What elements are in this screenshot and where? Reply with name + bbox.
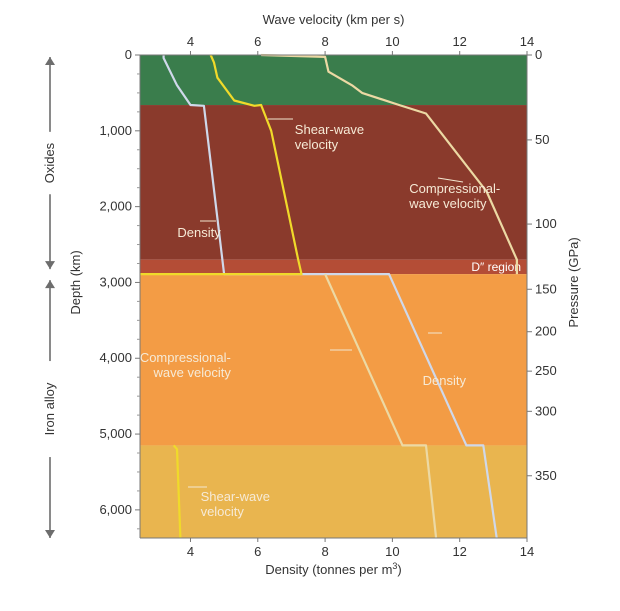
annotation-density-core-label: Density	[423, 373, 467, 388]
left-axis-tick-label: 4,000	[99, 350, 132, 365]
annotation-line: Density	[423, 373, 467, 388]
top-axis-tick-label: 12	[452, 34, 466, 49]
annotation-line: wave velocity	[408, 196, 487, 211]
left-axis-tick-label: 3,000	[99, 274, 132, 289]
top-axis-tick-label: 8	[321, 34, 328, 49]
left-axis-tick-label: 5,000	[99, 426, 132, 441]
profile-lines	[140, 53, 518, 539]
annotation-line: Compressional-	[140, 350, 231, 365]
left-axis-tick-label: 0	[125, 47, 132, 62]
layer-d-double-prime	[140, 259, 527, 275]
series-line-vp-mantle	[261, 53, 518, 275]
annotation-vp-core-label: Compressional-wave velocity	[140, 350, 232, 380]
right-axis-tick-label: 0	[535, 47, 542, 62]
left-axis-label: Depth (km)	[68, 250, 83, 314]
right-axis-tick-label: 100	[535, 216, 557, 231]
label-leaders	[188, 118, 464, 488]
bottom-axis-tick-label: 12	[452, 544, 466, 559]
right-axis-label: Pressure (GPa)	[566, 237, 581, 327]
series-line-density-mantle	[162, 55, 498, 539]
axes: 4 6 8 10 12 14 Wave velocity (km per s) 4 6 8 10 12…	[68, 12, 581, 577]
bottom-axis-label-sup: 3	[392, 561, 397, 571]
arrow-up-icon	[45, 280, 55, 289]
layer-outer-core	[140, 274, 527, 446]
right-axis-tick-label: 250	[535, 363, 557, 378]
annotation-line: wave velocity	[153, 365, 232, 380]
series-line-vs-mantle	[140, 54, 303, 276]
series-line-vp-core	[324, 273, 438, 539]
arrow-up-icon	[45, 57, 55, 65]
top-axis-tick-label: 4	[187, 34, 194, 49]
bottom-axis-tick-label: 4	[187, 544, 194, 559]
arrow-down-icon	[45, 261, 55, 270]
right-axis-tick-label: 200	[535, 324, 557, 339]
top-axis-tick-label: 14	[520, 34, 534, 49]
annotation-line: Compressional-	[409, 181, 500, 196]
annotation-line: velocity	[201, 504, 245, 519]
layer-label-d-double-prime: D″ region	[471, 260, 521, 274]
left-axis-tick-label: 6,000	[99, 502, 132, 517]
annotation-density-label: Density	[177, 225, 221, 240]
right-axis-tick-label: 350	[535, 468, 557, 483]
side-label-bg	[41, 131, 59, 195]
bottom-axis-tick-label: 8	[321, 544, 328, 559]
right-axis-tick-label: 150	[535, 281, 557, 296]
annotation-vs-core-label: Shear-wave velocity	[201, 489, 270, 519]
top-axis-label: Wave velocity (km per s)	[263, 12, 405, 27]
side-label-iron-alloy: Iron alloy	[42, 382, 57, 435]
layer-crust-mantle-upper	[140, 55, 527, 106]
side-brackets: Oxides Iron alloy	[41, 57, 59, 538]
annotation-line: Shear-wave	[201, 489, 270, 504]
bottom-axis-tick-label: 10	[385, 544, 399, 559]
annotation-vs-label: Shear-wave velocity	[295, 122, 364, 152]
right-axis-tick-label: 300	[535, 403, 557, 418]
side-label-bg	[41, 361, 59, 458]
bottom-axis-tick-label: 6	[254, 544, 261, 559]
series-line-vs-core	[172, 444, 182, 539]
left-axis-tick-label: 1,000	[99, 123, 132, 138]
bottom-axis-label: Density (tonnes per m3)	[265, 561, 402, 577]
side-label-oxides: Oxides	[42, 142, 57, 183]
annotation-line: Density	[177, 225, 221, 240]
leader-line	[437, 177, 464, 183]
layer-inner-core	[140, 445, 527, 538]
bottom-axis-label-end: )	[397, 562, 401, 577]
bottom-axis-label-main: Density (tonnes per m	[265, 562, 392, 577]
top-axis-tick-label: 10	[385, 34, 399, 49]
arrow-down-icon	[45, 530, 55, 538]
annotation-vp-label: Compressional-wave velocity	[408, 181, 500, 211]
left-axis-tick-label: 2,000	[99, 199, 132, 214]
bottom-axis-tick-label: 14	[520, 544, 534, 559]
annotation-line: Shear-wave	[295, 122, 364, 137]
right-axis-tick-label: 50	[535, 132, 549, 147]
annotation-line: velocity	[295, 137, 339, 152]
top-axis-tick-label: 6	[254, 34, 261, 49]
